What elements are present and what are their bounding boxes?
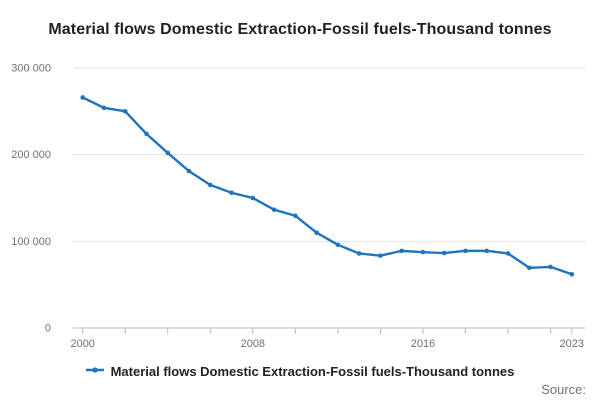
data-point[interactable]	[207, 182, 213, 188]
legend-label[interactable]: Material flows Domestic Extraction-Fossi…	[110, 363, 515, 379]
x-tick-label: 2016	[411, 338, 435, 350]
source-note: Source:	[541, 382, 586, 397]
data-point[interactable]	[186, 168, 192, 174]
data-point[interactable]	[122, 109, 128, 114]
y-tick-label: 300 000	[11, 63, 51, 75]
data-point[interactable]	[548, 264, 553, 270]
data-point[interactable]	[505, 251, 511, 256]
data-point[interactable]	[335, 242, 341, 248]
data-point[interactable]	[250, 195, 256, 201]
x-tick-label: 2008	[241, 338, 265, 350]
x-tick-label: 2000	[70, 338, 94, 350]
data-point[interactable]	[165, 150, 171, 156]
data-point[interactable]	[144, 131, 149, 137]
data-point[interactable]	[80, 95, 85, 100]
data-point[interactable]	[526, 265, 532, 271]
y-tick-label: 0	[45, 323, 51, 335]
data-point[interactable]	[420, 249, 426, 255]
data-point[interactable]	[569, 271, 575, 277]
data-point[interactable]	[293, 213, 298, 219]
data-point[interactable]	[399, 248, 404, 254]
chart-canvas[interactable]: 0 100 000 200 000 300 000 2000 2008 2016 2023	[0, 0, 600, 358]
data-point[interactable]	[441, 250, 447, 256]
chart-title: Material flows Domestic Extraction-Fossi…	[48, 20, 552, 38]
data-point[interactable]	[314, 230, 319, 235]
data-point[interactable]	[463, 248, 468, 254]
y-tick-label: 100 000	[11, 236, 51, 248]
data-point[interactable]	[378, 253, 383, 258]
data-point[interactable]	[356, 251, 362, 256]
data-point[interactable]	[271, 207, 277, 212]
x-tick-label: 2023	[560, 338, 584, 350]
legend-line-with-dot-icon	[85, 362, 104, 380]
y-tick-label: 200 000	[11, 149, 51, 161]
data-point[interactable]	[101, 105, 107, 111]
legend: Material flows Domestic Extraction-Fossi…	[0, 362, 600, 380]
series-line	[81, 96, 574, 276]
data-point[interactable]	[484, 248, 490, 254]
data-point[interactable]	[229, 190, 234, 196]
